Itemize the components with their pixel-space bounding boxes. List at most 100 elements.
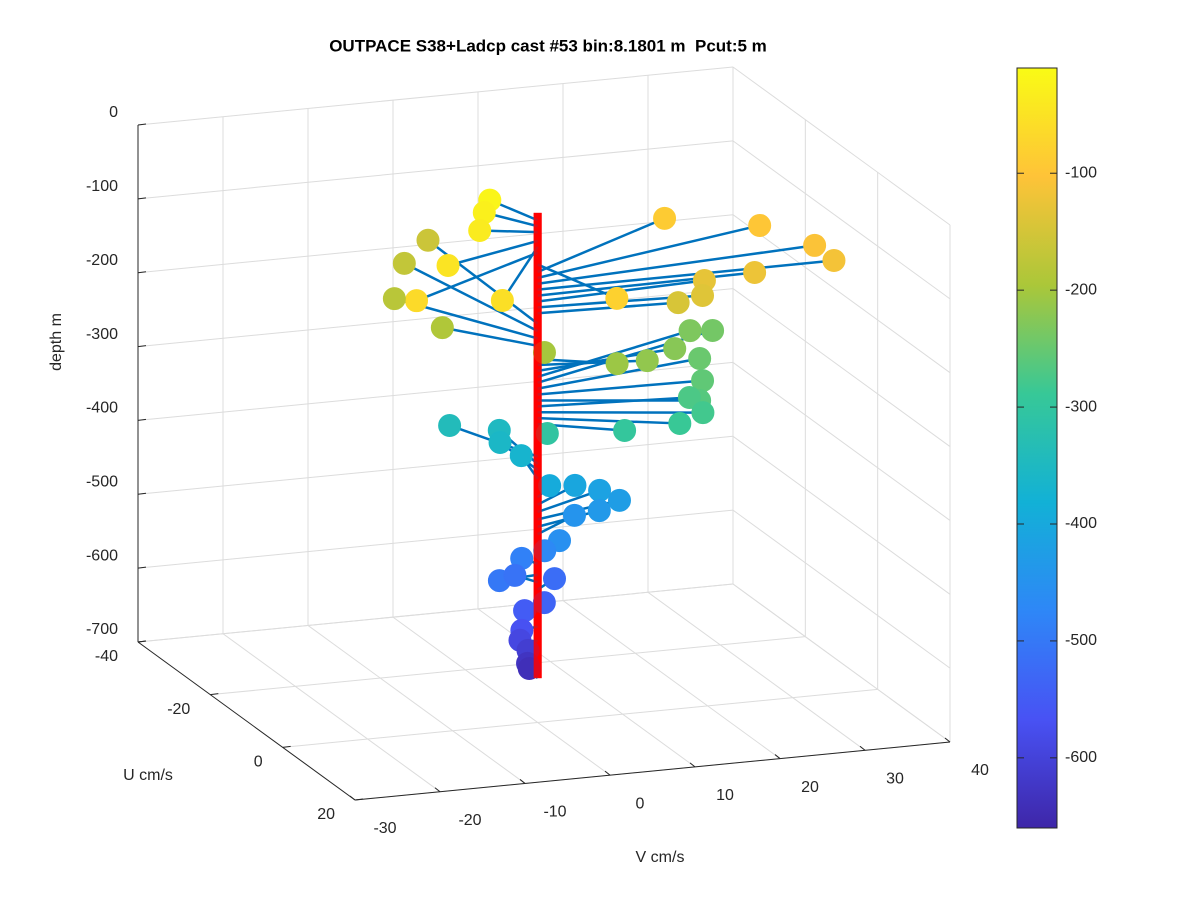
grid-line [732,140,951,300]
velocity-point [663,337,687,361]
x-tick [519,779,526,784]
y-tick [137,640,147,643]
x-tick [689,762,696,768]
x-tick [774,754,781,759]
velocity-point [430,316,454,340]
velocity-point [803,233,827,257]
colorbar [1016,67,1058,829]
x-axis-label: V cm/s [636,849,685,866]
x-tick-label: 0 [636,795,645,812]
velocity-point [538,474,562,498]
velocity-point [513,599,537,623]
grid-line [647,591,866,751]
velocity-point [543,567,567,591]
grid-line [307,625,526,784]
z-tick [137,492,147,495]
velocity-point [509,444,533,468]
x-tick [604,770,611,776]
velocity-point [563,473,587,497]
x-tick-label: -30 [373,820,396,837]
z-tick [137,418,147,421]
z-tick-label: 0 [109,104,118,121]
y-tick-label: 0 [254,754,263,771]
grid-line [137,66,734,126]
grid-line [210,636,806,696]
x-tick-label: 10 [716,787,734,804]
grid-line [282,688,878,748]
grid-line [732,435,951,595]
z-tick-label: -500 [86,474,118,491]
x-tick-label: 40 [971,762,989,779]
velocity-vector [447,239,538,267]
grid-line [732,509,951,669]
x-tick [944,737,951,743]
y-tick [210,693,219,696]
z-tick [137,197,147,200]
grid-line [137,288,734,348]
velocity-point [605,352,629,376]
z-tick-label: -400 [86,400,118,417]
colorbar-tick-label: -100 [1065,164,1097,181]
chart-title: OUTPACE S38+Ladcp cast #53 bin:8.1801 m … [329,36,767,55]
velocity-point [468,219,492,243]
z-tick-label: -200 [86,252,118,269]
grid-line [222,633,441,793]
velocity-vector [403,262,539,333]
y-tick [282,745,291,748]
y-tick-label: -40 [95,648,118,665]
velocity-point [822,248,846,272]
marks-layer [382,188,846,681]
velocity-point [691,401,715,425]
velocity-point [503,563,527,587]
velocity-point [588,478,612,502]
grid-line [732,583,951,743]
z-tick [137,271,147,274]
velocity-point [613,419,637,443]
x-tick [349,795,356,801]
y-tick-label: 20 [317,806,335,823]
colorbar-tick-label: -400 [1065,515,1097,532]
grid-line [732,288,951,447]
velocity-point [488,430,512,454]
velocity-point [416,228,440,252]
velocity-point [405,289,429,313]
velocity-point [701,318,725,342]
velocity-vector [537,416,680,425]
velocity-point [678,319,702,343]
velocity-point [562,503,586,527]
grid-line [732,362,951,521]
grid-line [732,214,951,374]
grid-line [137,583,734,643]
x-tick-label: -10 [543,804,566,821]
grid-line [137,435,734,495]
velocity-point [490,288,514,312]
z-tick [137,345,147,348]
x-tick [859,745,866,751]
z-tick-label: -100 [86,178,118,195]
grid-line [137,140,734,200]
z-tick-label: -600 [86,547,118,564]
velocity-vector [537,244,815,286]
colorbar-tick-label: -600 [1065,749,1097,766]
velocity-point [666,291,690,315]
grid-line [562,600,781,759]
velocity-point [587,499,611,523]
z-tick [137,123,147,126]
grid-line [137,361,734,421]
velocity-vector [537,379,703,396]
velocity-vector [537,217,666,274]
colorbar-tick-label: -500 [1065,632,1097,649]
colorbar-tick-label: -200 [1065,281,1097,298]
x-axis-line [354,741,951,801]
velocity-point [436,253,460,277]
y-tick [354,798,364,801]
velocity-point [392,251,416,275]
x-tick-label: 30 [886,771,904,788]
y-tick-label: -20 [167,701,190,718]
velocity-vector [537,259,835,291]
velocity-vector [442,326,538,348]
z-tick-label: -700 [86,621,118,638]
